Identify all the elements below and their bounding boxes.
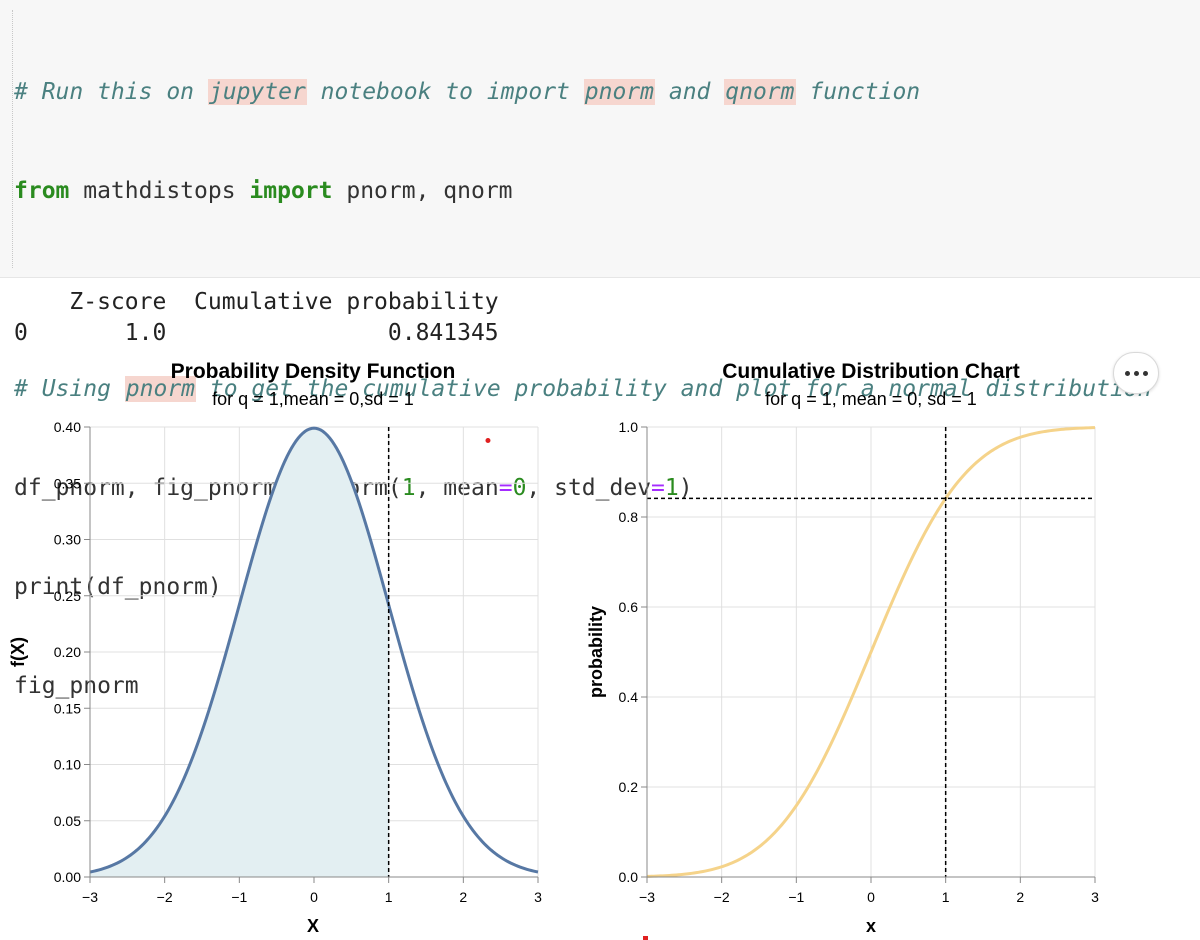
highlight-pnorm: pnorm bbox=[124, 376, 197, 402]
cdf-x-tick-label: −2 bbox=[714, 889, 730, 905]
comment-text: # Run this on bbox=[14, 79, 208, 105]
code-line-comment-1: # Run this on jupyter notebook to import… bbox=[14, 76, 1152, 109]
code-line-print: print(df_pnorm) bbox=[14, 574, 222, 600]
operator: = bbox=[498, 475, 513, 501]
pdf-x-tick-label: −2 bbox=[157, 889, 173, 905]
number-literal: 1 bbox=[664, 475, 679, 501]
module-name: mathdistops bbox=[69, 178, 250, 204]
assign-targets: df_pnorm, fig_pnorm bbox=[14, 475, 291, 501]
ellipsis-icon bbox=[1123, 370, 1150, 376]
pdf-y-tick-label: 0.05 bbox=[54, 813, 81, 829]
operator: = bbox=[290, 475, 305, 501]
code-line-import: from mathdistops import pnorm, qnorm bbox=[14, 175, 1152, 208]
cdf-y-tick-label: 0.2 bbox=[619, 779, 639, 795]
cell-gutter bbox=[12, 10, 15, 268]
cdf-x-tick-label: 2 bbox=[1016, 889, 1024, 905]
cdf-x-tick-label: 0 bbox=[867, 889, 875, 905]
cdf-x-tick-label: −1 bbox=[788, 889, 804, 905]
comment-text: and bbox=[655, 79, 725, 105]
pdf-x-axis-label: X bbox=[307, 916, 319, 936]
pdf-x-tick-label: −1 bbox=[231, 889, 247, 905]
highlight-pnorm: pnorm bbox=[583, 79, 656, 105]
keyword-import: import bbox=[249, 178, 333, 204]
number-literal: 0 bbox=[512, 475, 527, 501]
code-line-call: df_pnorm, fig_pnorm = pnorm(1, mean=0, s… bbox=[14, 472, 1152, 505]
comment-text: to get the cumulative probability and pl… bbox=[196, 376, 1152, 402]
cdf-y-tick-label: 0.0 bbox=[619, 869, 639, 885]
pdf-x-tick-label: −3 bbox=[82, 889, 98, 905]
dataframe-row: 0 1.0 0.841345 bbox=[14, 320, 499, 346]
cdf-x-tick-label: 1 bbox=[942, 889, 950, 905]
code-line-comment-2: # Using pnorm to get the cumulative prob… bbox=[14, 373, 1152, 406]
pdf-x-tick-label: 3 bbox=[534, 889, 542, 905]
dataframe-output: Z-score Cumulative probability 0 1.0 0.8… bbox=[14, 287, 499, 349]
number-literal: 1 bbox=[401, 475, 416, 501]
comment-text: # Using bbox=[14, 376, 125, 402]
dataframe-header: Z-score Cumulative probability bbox=[14, 289, 499, 315]
stray-marker bbox=[643, 936, 648, 940]
highlight-qnorm: qnorm bbox=[724, 79, 796, 105]
chart-actions-menu-button[interactable] bbox=[1113, 352, 1159, 394]
pdf-y-tick-label: 0.00 bbox=[54, 869, 81, 885]
operator: = bbox=[651, 475, 665, 501]
kwarg-name: , std_dev bbox=[526, 475, 652, 501]
code-cell[interactable]: # Run this on jupyter notebook to import… bbox=[0, 0, 1200, 699]
paren: ) bbox=[678, 475, 693, 501]
cdf-x-axis-label: x bbox=[866, 916, 876, 936]
comment-text: notebook to import bbox=[306, 79, 584, 105]
cdf-x-tick-label: −3 bbox=[639, 889, 655, 905]
pdf-x-tick-label: 1 bbox=[385, 889, 393, 905]
imported-names: pnorm, qnorm bbox=[332, 178, 513, 204]
keyword-from: from bbox=[14, 178, 70, 204]
code-editor[interactable]: # Run this on jupyter notebook to import… bbox=[14, 10, 1152, 769]
pdf-x-tick-label: 0 bbox=[310, 889, 318, 905]
pdf-x-tick-label: 2 bbox=[459, 889, 467, 905]
cdf-x-tick-label: 3 bbox=[1091, 889, 1099, 905]
kwarg-name: , mean bbox=[415, 475, 499, 501]
code-line-figure: fig_pnorm bbox=[14, 673, 139, 699]
function-call: pnorm( bbox=[304, 475, 402, 501]
highlight-jupyter: jupyter bbox=[207, 79, 307, 105]
comment-text: function bbox=[795, 79, 921, 105]
